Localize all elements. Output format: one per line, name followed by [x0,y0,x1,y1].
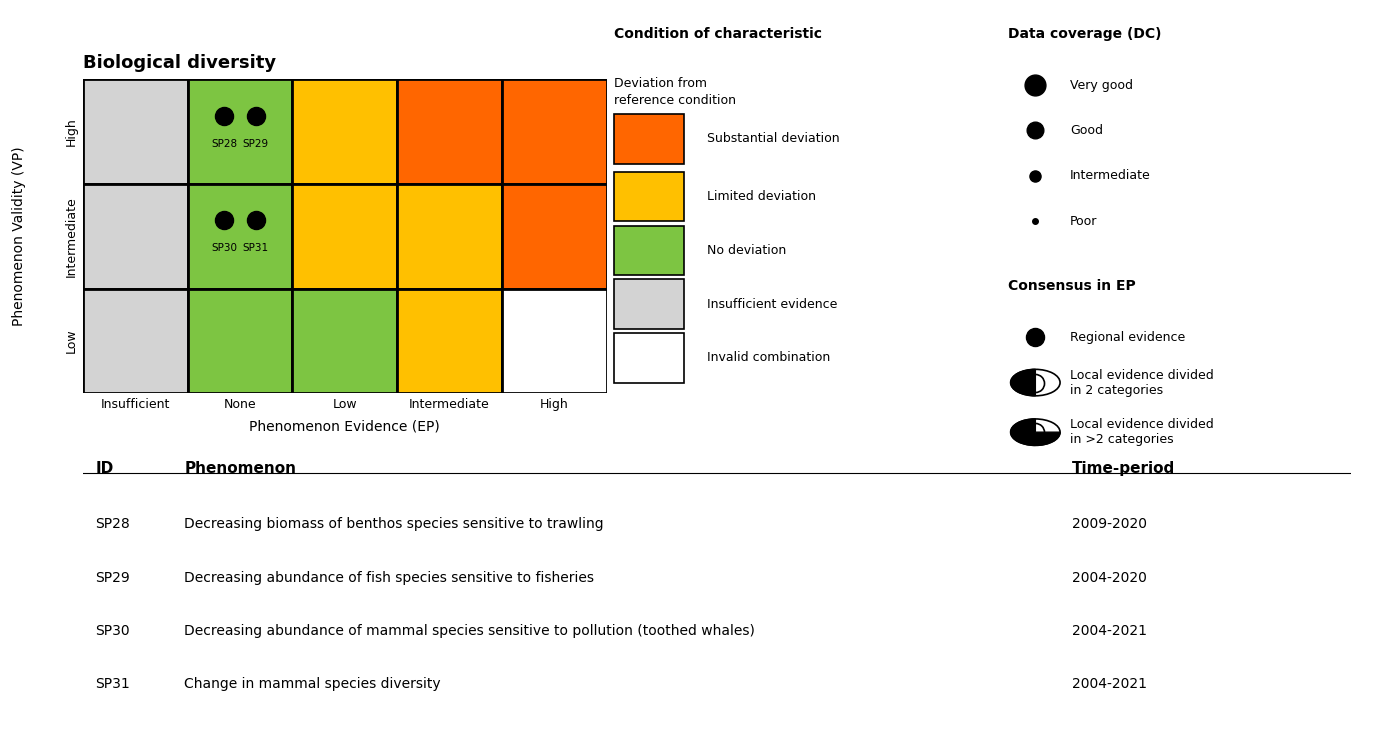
Bar [397,289,502,393]
Text: SP31: SP31 [243,244,269,253]
Bar [83,289,188,393]
Text: Local evidence divided
in >2 categories: Local evidence divided in >2 categories [1070,418,1214,446]
Wedge shape [1011,369,1036,396]
Bar [83,79,188,184]
Text: Regional evidence: Regional evidence [1070,331,1186,344]
Text: Condition of characteristic: Condition of characteristic [615,27,822,41]
Bar [397,79,502,184]
Text: 2004-2021: 2004-2021 [1073,624,1147,638]
X-axis label: Phenomenon Evidence (EP): Phenomenon Evidence (EP) [250,420,440,433]
Bar [615,114,684,164]
Bar [188,79,292,184]
Text: SP28: SP28 [95,517,130,531]
Bar [615,172,684,221]
Bar [292,184,397,289]
Text: Very good: Very good [1070,78,1134,92]
Text: Local evidence divided
in 2 categories: Local evidence divided in 2 categories [1070,368,1214,396]
Text: SP31: SP31 [95,677,130,692]
Text: Data coverage (DC): Data coverage (DC) [1008,27,1162,41]
Text: Consensus in EP: Consensus in EP [1008,279,1136,293]
Text: Invalid combination: Invalid combination [707,351,830,365]
Text: SP29: SP29 [243,139,269,148]
Wedge shape [1011,419,1060,446]
Bar [615,226,684,275]
Text: Poor: Poor [1070,215,1098,228]
Bar [615,333,684,382]
Bar [188,289,292,393]
Text: Phenomenon: Phenomenon [185,461,296,477]
Text: Good: Good [1070,124,1103,137]
Text: Intermediate: Intermediate [1070,170,1151,182]
Text: 2004-2020: 2004-2020 [1073,570,1147,584]
Text: SP28: SP28 [211,139,237,148]
Text: SP29: SP29 [95,570,130,584]
Bar [397,184,502,289]
Text: Change in mammal species diversity: Change in mammal species diversity [185,677,441,692]
Text: Decreasing abundance of fish species sensitive to fisheries: Decreasing abundance of fish species sen… [185,570,594,584]
Text: ID: ID [95,461,113,477]
Y-axis label: Phenomenon Validity (VP): Phenomenon Validity (VP) [12,146,26,326]
Bar [502,184,607,289]
Bar [292,289,397,393]
Text: No deviation: No deviation [707,244,786,257]
Text: Limited deviation: Limited deviation [707,190,816,203]
Text: Biological diversity: Biological diversity [83,54,276,72]
Text: Decreasing biomass of benthos species sensitive to trawling: Decreasing biomass of benthos species se… [185,517,604,531]
Bar [83,184,188,289]
Bar [615,279,684,329]
Text: 2009-2020: 2009-2020 [1073,517,1147,531]
Text: Insufficient evidence: Insufficient evidence [707,297,837,311]
Bar [502,79,607,184]
Text: SP30: SP30 [211,244,237,253]
Text: Decreasing abundance of mammal species sensitive to pollution (toothed whales): Decreasing abundance of mammal species s… [185,624,756,638]
Bar [502,289,607,393]
Bar [292,79,397,184]
Text: SP30: SP30 [95,624,130,638]
Text: Substantial deviation: Substantial deviation [707,132,840,145]
Text: Deviation from
reference condition: Deviation from reference condition [615,77,736,107]
Text: Time-period: Time-period [1073,461,1175,477]
Bar [188,184,292,289]
Text: 2004-2021: 2004-2021 [1073,677,1147,692]
